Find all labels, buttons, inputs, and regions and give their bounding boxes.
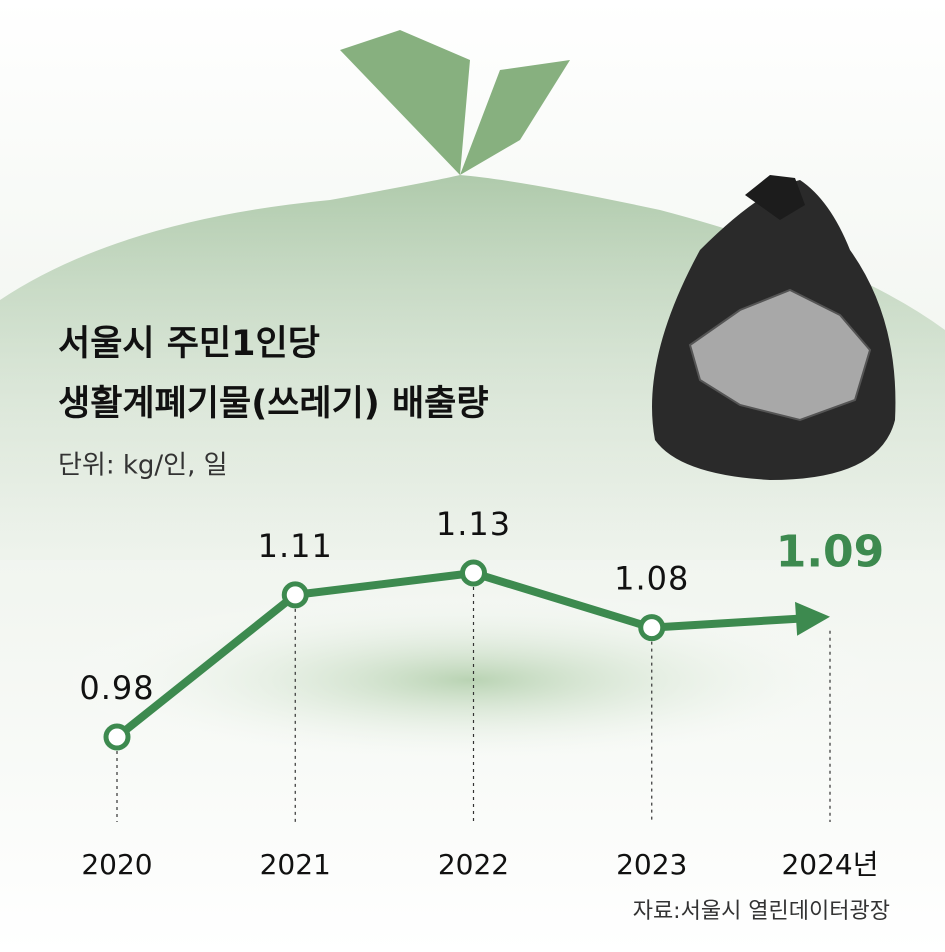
bag-knot [340, 30, 570, 175]
x-tick-label: 2022 [438, 848, 509, 881]
value-label: 1.08 [614, 560, 689, 598]
value-label: 0.98 [79, 669, 154, 707]
seoul-map [688, 288, 872, 422]
source: 자료:서울시 열린데이터광장 [633, 899, 890, 924]
point [638, 614, 666, 642]
chart-title: 서울시 주민1인당 [58, 324, 320, 364]
arrow-head [795, 601, 830, 636]
point [103, 723, 131, 751]
point [460, 559, 487, 587]
x-tick-label: 2024년 [781, 848, 878, 881]
point [281, 581, 309, 609]
x-tick-label: 2021 [260, 848, 331, 881]
black-bag-knot [745, 175, 805, 220]
chart-title: 생활계폐기물(쓰레기) 배출량 [58, 384, 489, 424]
glow [50, 590, 890, 770]
x-tick-label: 2020 [81, 848, 152, 881]
value-label: 1.11 [258, 527, 333, 565]
value-label: 1.13 [436, 505, 511, 543]
x-tick-label: 2023 [616, 848, 687, 881]
chart-subtitle: 단위: kg/인, 일 [58, 451, 228, 481]
value-label: 1.09 [776, 527, 885, 578]
